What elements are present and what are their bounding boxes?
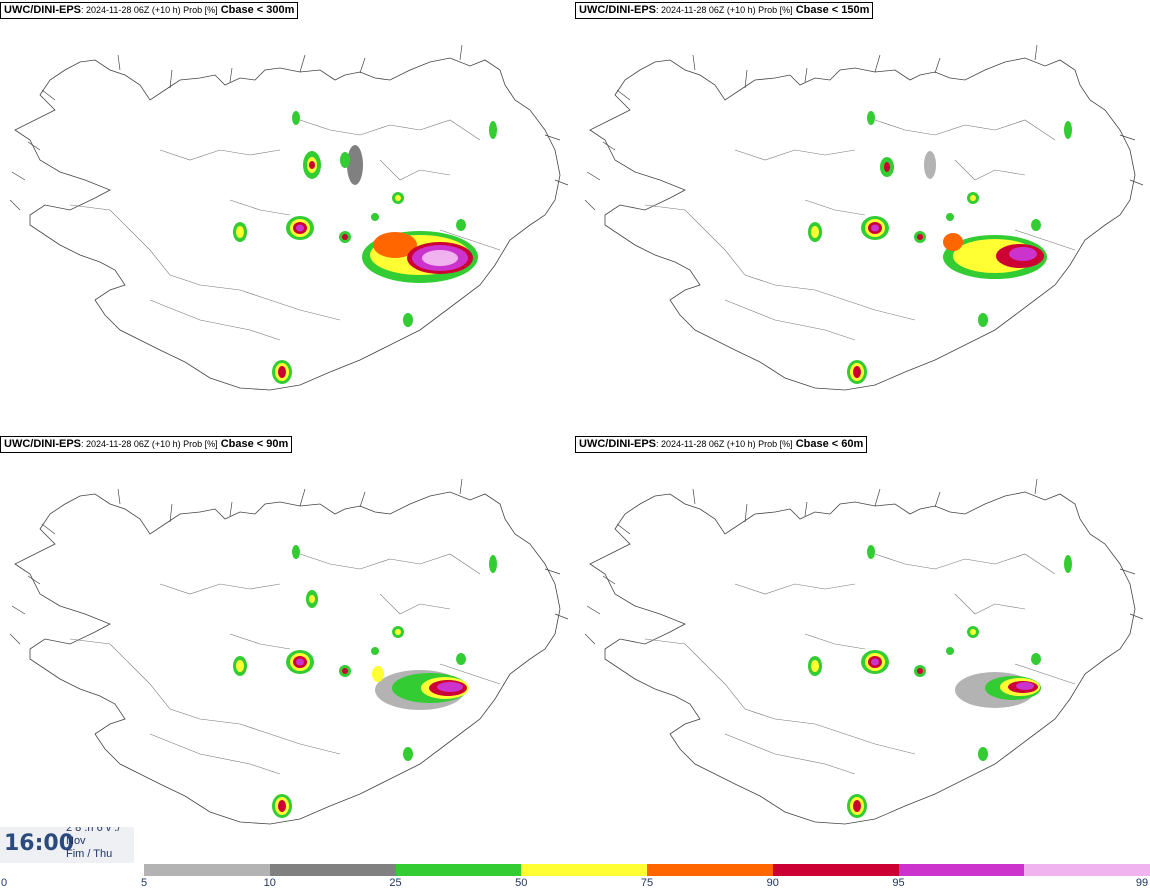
colorbar-segment: [269, 864, 396, 876]
colorbar-tick-label: 0: [0, 877, 8, 889]
map-panel-cbase-60: UWC/DINI-EPS: 2024-11-28 06Z (+10 h) Pro…: [575, 434, 1150, 868]
colorbar-tick-label: 25: [389, 877, 402, 889]
colorbar-tick-label: 90: [766, 877, 779, 889]
model-source: UWC/DINI-EPS: [4, 438, 81, 450]
iceland-map: [584, 478, 1144, 825]
colorbar-ticks: 0 5 10 25 50 75 90 95 99: [0, 877, 1150, 891]
panel-title: UWC/DINI-EPS: 2024-11-28 06Z (+10 h) Pro…: [0, 2, 299, 19]
run-info: : 2024-11-28 06Z (+10 h) Prob [%]: [656, 5, 793, 15]
valid-time-clock: 16:00: [4, 831, 75, 856]
colorbar-tick-label: 10: [263, 877, 276, 889]
colorbar-tick-label: 5: [140, 877, 148, 889]
map-panel-cbase-150: UWC/DINI-EPS: 2024-11-28 06Z (+10 h) Pro…: [575, 0, 1150, 434]
variable-label: Cbase < 150m: [795, 4, 870, 16]
colorbar-segment: [898, 864, 1025, 876]
colorbar-segment: [647, 864, 773, 876]
panel-title: UWC/DINI-EPS: 2024-11-28 06Z (+10 h) Pro…: [575, 436, 868, 453]
map-panel-cbase-300: UWC/DINI-EPS: 2024-11-28 06Z (+10 h) Pro…: [0, 0, 575, 434]
colorbar-segment: [772, 864, 899, 876]
weekday-label: Fim / Thu: [66, 848, 113, 860]
run-info: : 2024-11-28 06Z (+10 h) Prob [%]: [81, 5, 218, 15]
run-info: : 2024-11-28 06Z (+10 h) Prob [%]: [656, 439, 793, 449]
iceland-map: [9, 44, 569, 391]
map-panel-cbase-90: UWC/DINI-EPS: 2024-11-28 06Z (+10 h) Pro…: [0, 434, 575, 868]
iceland-map: [9, 478, 569, 825]
run-info: : 2024-11-28 06Z (+10 h) Prob [%]: [81, 439, 218, 449]
variable-label: Cbase < 60m: [795, 438, 864, 450]
panel-title: UWC/DINI-EPS: 2024-11-28 06Z (+10 h) Pro…: [575, 2, 874, 19]
panel-title: UWC/DINI-EPS: 2024-11-28 06Z (+10 h) Pro…: [0, 436, 293, 453]
colorbar-tick-label: 99: [1135, 877, 1149, 889]
colorbar-segment: [1024, 864, 1150, 876]
colorbar-segment: [521, 864, 648, 876]
colorbar-segment: [395, 864, 522, 876]
model-source: UWC/DINI-EPS: [579, 438, 656, 450]
date-line: 2 8 .n 6 v ./: [66, 827, 121, 834]
iceland-map: [584, 44, 1144, 391]
valid-time-box: 16:00 2 8 .n 6 v ./ Nov Fim / Thu: [0, 827, 134, 863]
valid-date: 2 8 .n 6 v ./ Nov Fim / Thu: [66, 827, 120, 861]
variable-label: Cbase < 300m: [220, 4, 295, 16]
month-label: Nov: [66, 835, 86, 847]
colorbar-tick-label: 75: [640, 877, 654, 889]
variable-label: Cbase < 90m: [220, 438, 289, 450]
colorbar-tick-label: 95: [892, 877, 905, 889]
colorbar-segment: [144, 864, 270, 876]
probability-colorbar: [144, 864, 1150, 876]
colorbar-tick-label: 50: [515, 877, 528, 889]
model-source: UWC/DINI-EPS: [579, 4, 656, 16]
model-source: UWC/DINI-EPS: [4, 4, 81, 16]
